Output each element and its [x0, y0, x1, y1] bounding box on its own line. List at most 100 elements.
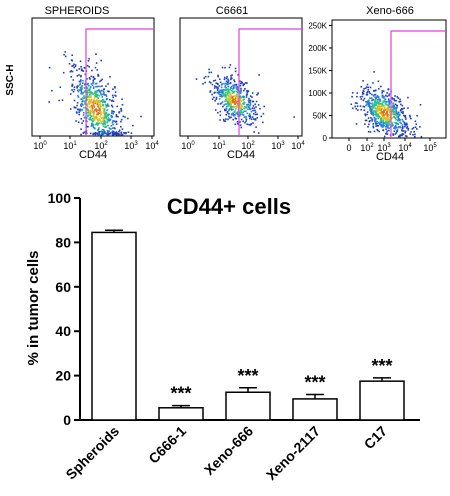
- density-dot: [360, 86, 363, 88]
- density-dot: [379, 117, 382, 120]
- density-dot: [229, 100, 231, 102]
- density-dot: [108, 90, 110, 93]
- density-dot: [234, 114, 236, 116]
- density-dot: [107, 90, 109, 92]
- density-dot: [77, 94, 79, 97]
- density-dot: [89, 132, 92, 135]
- density-dot: [386, 101, 388, 103]
- density-dot: [225, 118, 227, 120]
- density-dot: [385, 109, 387, 111]
- density-dot: [106, 109, 109, 111]
- density-dot: [385, 119, 387, 121]
- density-dot: [82, 120, 85, 122]
- density-dot: [381, 94, 384, 97]
- density-dot: [392, 106, 394, 108]
- density-dot: [209, 90, 212, 92]
- density-dot: [369, 107, 372, 109]
- density-dot: [402, 126, 404, 128]
- density-dot: [234, 102, 236, 105]
- density-dot: [382, 129, 385, 132]
- density-dot: [95, 123, 98, 126]
- density-dot: [404, 116, 407, 119]
- density-dot: [99, 85, 101, 88]
- density-dot: [414, 135, 416, 138]
- density-dot: [91, 84, 94, 86]
- x-tick-label: 0: [346, 143, 351, 153]
- density-dot: [229, 88, 231, 91]
- density-dot: [379, 124, 382, 126]
- density-dot: [240, 118, 243, 121]
- density-dot: [76, 85, 78, 88]
- density-dot: [382, 123, 385, 125]
- density-dot: [89, 117, 91, 119]
- density-dot: [256, 94, 258, 96]
- density-dot: [92, 87, 95, 89]
- density-dot: [403, 123, 406, 125]
- density-dot: [76, 112, 78, 114]
- density-dot: [380, 107, 382, 110]
- density-dot: [389, 124, 391, 126]
- density-dot: [218, 98, 221, 100]
- density-dot: [112, 133, 115, 136]
- density-dot: [245, 117, 247, 119]
- density-dot: [240, 104, 243, 106]
- density-dot: [368, 91, 370, 93]
- density-dot: [92, 125, 95, 127]
- density-dot: [397, 117, 400, 119]
- y-tick-label: 250K: [308, 21, 327, 30]
- density-dot: [127, 117, 129, 120]
- density-dot: [92, 111, 94, 114]
- density-dot: [80, 88, 83, 91]
- density-dot: [233, 87, 235, 89]
- density-dot: [80, 133, 82, 136]
- density-dot: [102, 118, 105, 120]
- density-dot: [376, 101, 379, 104]
- density-dot: [103, 109, 106, 112]
- density-dot: [111, 94, 114, 97]
- density-dot: [382, 116, 385, 118]
- density-dot: [372, 110, 375, 112]
- density-dot: [235, 87, 237, 89]
- density-dot: [386, 116, 389, 119]
- density-dot: [419, 126, 421, 128]
- density-dot: [229, 81, 232, 84]
- density-dot: [228, 113, 230, 115]
- density-dot: [228, 98, 230, 101]
- density-dot: [393, 127, 395, 129]
- density-dot: [364, 113, 366, 115]
- density-dot: [393, 106, 396, 108]
- density-dot: [393, 116, 395, 118]
- density-dot: [96, 69, 99, 71]
- density-dot: [100, 121, 103, 123]
- density-dot: [393, 98, 395, 100]
- density-dot: [234, 98, 237, 100]
- density-dot: [414, 120, 417, 123]
- density-dot: [376, 120, 378, 123]
- density-dot: [110, 124, 112, 127]
- density-dot: [224, 109, 226, 112]
- density-dot: [82, 82, 84, 84]
- density-dot: [381, 103, 383, 105]
- density-dot: [92, 115, 95, 118]
- density-dot: [379, 122, 382, 124]
- density-dot: [102, 109, 105, 112]
- density-dot: [248, 115, 250, 117]
- density-dot: [99, 105, 102, 108]
- density-dot: [414, 133, 416, 136]
- density-dot: [230, 105, 232, 108]
- density-dot: [231, 97, 234, 100]
- density-dot: [229, 99, 231, 101]
- density-dot: [118, 130, 120, 133]
- density-dot: [382, 104, 384, 107]
- density-dot: [224, 96, 226, 98]
- density-dot: [237, 74, 239, 76]
- density-dot: [403, 107, 405, 109]
- density-dot: [80, 118, 83, 120]
- density-dot: [410, 117, 412, 120]
- density-dot: [231, 88, 234, 90]
- density-dot: [81, 97, 84, 99]
- density-dot: [392, 102, 394, 105]
- density-dot: [396, 122, 398, 125]
- density-dot: [79, 89, 82, 91]
- density-dot: [214, 109, 217, 111]
